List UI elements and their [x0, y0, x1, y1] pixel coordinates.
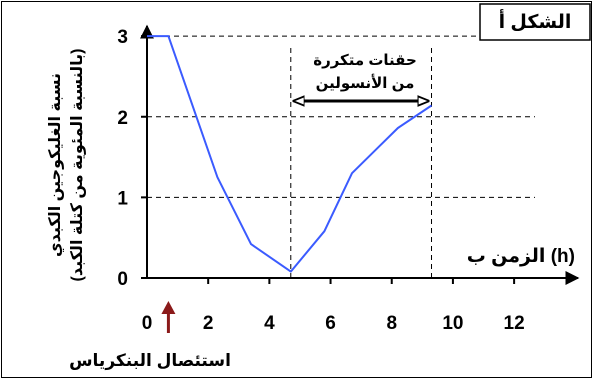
- glycogen-series-line: [147, 35, 433, 273]
- y-tick-label-1: 1: [117, 188, 128, 209]
- figure-label: الشكل أ: [499, 9, 572, 33]
- insulin-label-line1: حقنات متكررة: [313, 52, 417, 69]
- series: [147, 35, 433, 273]
- insulin-label-line2: من الأنسولين: [316, 74, 415, 92]
- y-tick-label-0: 0: [117, 269, 128, 290]
- annotations: [161, 101, 428, 333]
- y-axis-label-line2: (بالنسبة المئوية من كتلة الكبد): [69, 49, 86, 282]
- x-tick-label-2: 2: [203, 313, 214, 334]
- x-tick-label-6: 6: [325, 313, 336, 334]
- y-tick-labels: 0 1 2 3: [117, 27, 128, 290]
- figure-label-box: [479, 3, 591, 41]
- y-axis-label-line1: نسبة الغليكوجين الكبدي: [47, 73, 65, 257]
- x-tick-labels: 0 2 4 6 8 10 12: [142, 313, 525, 334]
- x-tick-label-4: 4: [264, 313, 275, 334]
- axes: [140, 24, 580, 285]
- x-tick-label-12: 12: [504, 313, 525, 334]
- y-tick-label-2: 2: [117, 108, 128, 129]
- x-axis-label: الزمن ب (h): [467, 246, 575, 267]
- x-tick-label-8: 8: [386, 313, 397, 334]
- pancreas-removal-label: استئصال البنكرياس: [69, 351, 231, 371]
- gridlines: [147, 35, 535, 278]
- x-tick-label-0: 0: [142, 313, 153, 334]
- pancreas-arrow-head: [161, 301, 176, 314]
- y-tick-label-3: 3: [117, 27, 128, 48]
- x-tick-label-10: 10: [442, 313, 463, 334]
